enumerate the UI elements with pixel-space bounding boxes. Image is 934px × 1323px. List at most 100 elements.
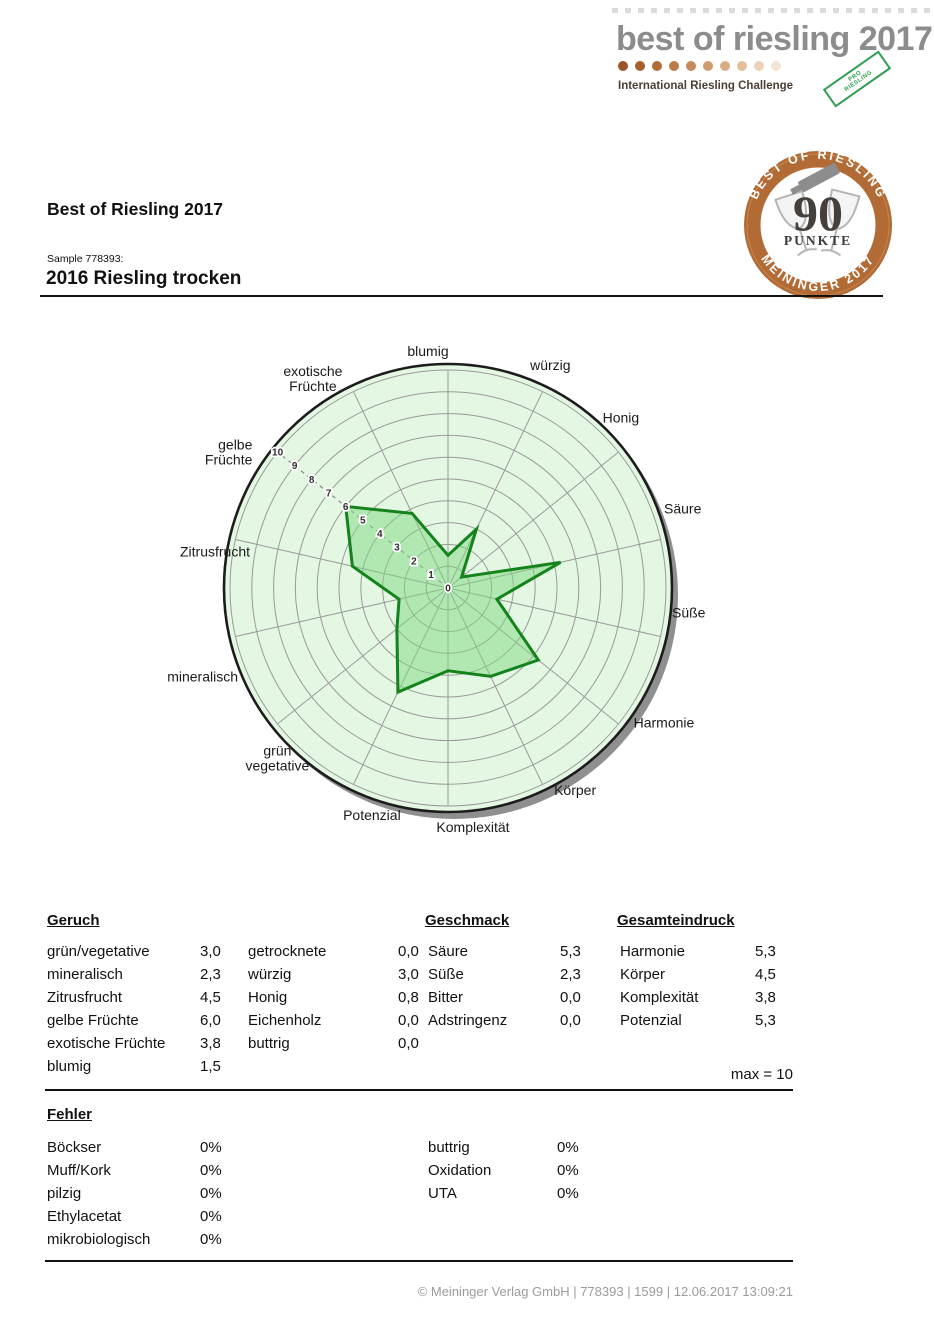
table-row: Eichenholz 0,0 [248, 1009, 419, 1032]
table-row: Säure 5,3 [428, 940, 581, 963]
attribute-value: 5,3 [755, 1012, 776, 1029]
max-scale-note: max = 10 [730, 1066, 793, 1083]
logo-dot [754, 61, 764, 71]
attribute-label: Potenzial [620, 1012, 682, 1029]
logo-dot [720, 61, 730, 71]
pro-riesling-stamp: PRO RIESLING [822, 50, 892, 108]
table-row: getrocknete 0,0 [248, 940, 419, 963]
attribute-label: würzig [248, 966, 292, 983]
scale-tick-label: 6 [343, 502, 349, 513]
table-row: Muff/Kork 0% [47, 1159, 222, 1182]
scale-tick-label: 10 [272, 448, 284, 459]
wine-glasses-illustration [774, 163, 861, 257]
scale-tick-label: 2 [411, 556, 417, 567]
attribute-label: mineralisch [47, 966, 123, 983]
scale-tick-label: 7 [326, 488, 332, 499]
attribute-label: buttrig [428, 1139, 470, 1156]
table-row: blumig 1,5 [47, 1055, 221, 1078]
table-row: UTA 0% [428, 1182, 579, 1205]
fehler-col1: Böckser 0% Muff/Kork 0% pilzig 0% Ethylacetat 0… [47, 1136, 222, 1251]
logo-wordmark: best of riesling 2017 [616, 20, 933, 58]
attribute-label: Adstringenz [428, 1012, 508, 1029]
attribute-value: 0,0 [398, 1035, 419, 1052]
sample-label: Sample 778393: [47, 253, 124, 265]
logo-dot [618, 61, 628, 71]
attribute-value: 3,0 [200, 943, 221, 960]
page-title: Best of Riesling 2017 [47, 199, 224, 219]
axis-label: Zitrusfrucht [180, 544, 250, 560]
scale-tick-label: 5 [360, 516, 366, 527]
axis-label: Körper [554, 782, 596, 798]
attribute-value: 5,3 [755, 943, 776, 960]
axis-label: exotische Früchte [283, 363, 342, 394]
attribute-label: Körper [620, 966, 666, 983]
attribute-label: blumig [47, 1058, 92, 1075]
attribute-value: 0,0 [398, 943, 419, 960]
attribute-value: 0,0 [398, 1012, 419, 1029]
attribute-label: Säure [428, 943, 469, 960]
attribute-label: mikrobiologisch [47, 1231, 151, 1248]
logo-dot [686, 61, 696, 71]
logo-dots [618, 61, 781, 71]
fehler-col2: buttrig 0% Oxidation 0% UTA 0% [428, 1136, 579, 1205]
attribute-label: grün/vegetative [47, 943, 150, 960]
table-row: Harmonie 5,3 [620, 940, 776, 963]
attribute-value: 5,3 [560, 943, 581, 960]
logo-dot [635, 61, 645, 71]
scale-tick-label: 1 [428, 570, 434, 581]
attribute-value: 0% [557, 1139, 579, 1156]
gesamteindruck-rows: Harmonie 5,3 Körper 4,5 Komplexität 3,8 Potenz… [620, 940, 776, 1032]
scale-tick-label: 4 [377, 529, 383, 540]
logo-subtitle: International Riesling Challenge [618, 80, 794, 92]
attribute-value: 0% [200, 1208, 222, 1225]
attribute-value: 0% [200, 1139, 222, 1156]
attribute-label: buttrig [248, 1035, 290, 1052]
table-row: Böckser 0% [47, 1136, 222, 1159]
attribute-value: 0% [200, 1162, 222, 1179]
table-row: mineralisch 2,3 [47, 963, 221, 986]
score-badge: 90 PUNKTE BEST OF RIESLING MEININGER 201… [744, 148, 892, 299]
axis-label: Harmonie [634, 715, 695, 731]
attribute-value: 2,3 [200, 966, 221, 983]
axis-label: Süße [672, 604, 706, 620]
table-row: Zitrusfrucht 4,5 [47, 986, 221, 1009]
table-row: gelbe Früchte 6,0 [47, 1009, 221, 1032]
scale-tick-label: 0 [445, 584, 451, 595]
attribute-label: Ethylacetat [47, 1208, 122, 1225]
radar-polygon [344, 504, 562, 695]
axis-label: Honig [603, 409, 640, 425]
attribute-label: pilzig [47, 1185, 82, 1202]
title-divider [40, 295, 883, 297]
axis-label: Säure [664, 501, 702, 517]
table-row: Adstringenz 0,0 [428, 1009, 581, 1032]
attribute-value: 3,8 [200, 1035, 221, 1052]
table-row: grün/vegetative 3,0 [47, 940, 221, 963]
attribute-value: 2,3 [560, 966, 581, 983]
footer-copyright: © Meininger Verlag GmbH | 778393 | 1599 … [417, 1284, 793, 1299]
attribute-label: UTA [428, 1185, 457, 1202]
section-heading-geruch: Geruch [47, 912, 100, 929]
attribute-value: 3,8 [755, 989, 776, 1006]
table-row: buttrig 0,0 [248, 1032, 419, 1055]
badge-score: 90 [793, 185, 843, 241]
table-row: mikrobiologisch 0% [47, 1228, 222, 1251]
section-heading-fehler: Fehler [47, 1106, 93, 1123]
section-heading-gesamteindruck: Gesamteindruck [617, 912, 735, 929]
attribute-value: 3,0 [398, 966, 419, 983]
attribute-label: Bitter [428, 989, 464, 1006]
attribute-label: Muff/Kork [47, 1162, 111, 1179]
scale-tick-label: 8 [309, 475, 315, 486]
attribute-value: 0% [200, 1231, 222, 1248]
logo-dot [669, 61, 679, 71]
attribute-value: 0% [200, 1185, 222, 1202]
table-row: pilzig 0% [47, 1182, 222, 1205]
section-divider-1 [45, 1089, 793, 1091]
section-divider-2 [45, 1260, 793, 1262]
attribute-label: Honig [248, 989, 288, 1006]
table-row: Potenzial 5,3 [620, 1009, 776, 1032]
axis-label: Potenzial [343, 807, 401, 823]
attribute-label: Böckser [47, 1139, 102, 1156]
table-row: exotische Früchte 3,8 [47, 1032, 221, 1055]
wine-bottle-illustration [790, 163, 840, 195]
